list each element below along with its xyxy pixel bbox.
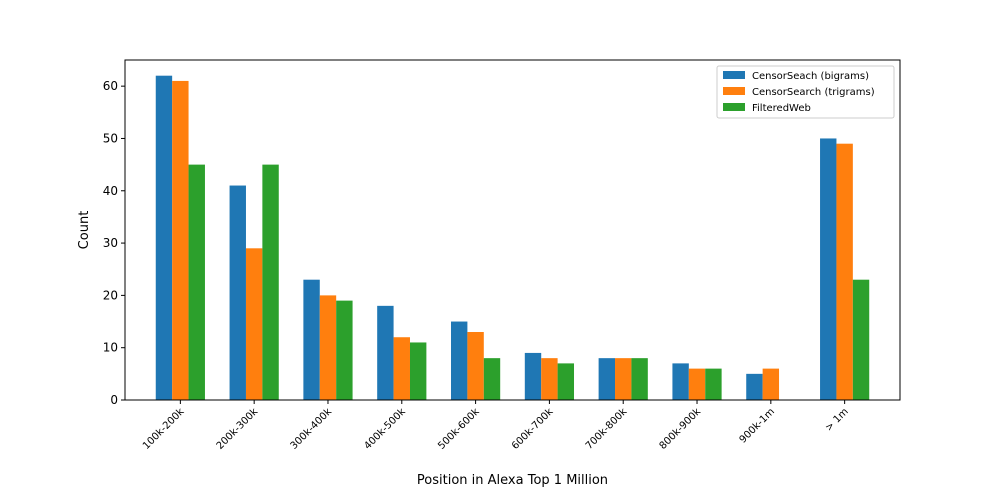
x-axis: 100k-200k 200k-300k 300k-400k 400k-500k 500k… [141,400,851,452]
x-axis-label: Position in Alexa Top 1 Million [417,473,608,488]
bar-2-5 [467,332,484,400]
y-tick-label: 50 [103,131,118,145]
bar-1-5 [450,321,468,400]
y-tick-label: 60 [103,79,118,93]
x-tick-label: 300k-400k [289,406,335,452]
bar-3-5 [483,358,501,400]
bar-2-9 [762,368,780,400]
bar-1-9 [746,373,763,400]
x-tick-label: 800k-900k [658,406,704,452]
y-axis: 0 10 20 30 40 50 60 [103,79,125,407]
legend-label: FilteredWeb [752,103,811,114]
legend-label: CensorSearch (trigrams) [752,87,875,98]
bars-layer [155,75,870,400]
plot-frame [124,59,901,401]
bar-1-6 [524,352,542,400]
x-tick-label: 700k-800k [584,406,630,452]
bar-1-2 [229,185,246,400]
bar-1-1 [155,75,173,400]
bar-1-10 [820,138,837,400]
x-tick-label: 200k-300k [215,406,261,452]
bar-3-6 [557,363,575,400]
bar-1-3 [303,279,320,400]
bar-1-7 [598,358,616,400]
legend-swatch [723,103,745,111]
bar-2-6 [541,358,558,400]
bar-2-10 [836,143,853,400]
bar-2-4 [393,337,410,400]
x-tick-label: > 1m [823,406,850,433]
y-axis-label: Count [77,211,92,250]
legend-label: CensorSeach (bigrams) [752,71,869,82]
bar-3-7 [631,358,648,400]
bar-2-3 [319,295,337,400]
bar-3-10 [852,279,870,400]
legend-swatch [723,87,745,95]
legend-swatch [723,71,745,79]
legend-box [716,65,895,119]
x-tick-label: 100k-200k [141,406,187,452]
bar-1-8 [672,363,689,400]
bar-3-3 [336,300,353,400]
bar-3-2 [262,164,279,400]
y-tick-label: 0 [110,393,118,407]
bar-3-4 [409,342,427,400]
y-tick-label: 40 [103,184,118,198]
y-tick-label: 20 [103,288,118,302]
x-tick-label: 600k-700k [510,406,556,452]
legend: CensorSeach (bigrams) CensorSearch (trigr… [716,65,895,119]
x-tick-label: 400k-500k [362,406,408,452]
bar-3-1 [188,164,205,400]
bar-1-4 [377,305,394,400]
bar-2-7 [615,358,632,400]
bar-2-8 [688,368,706,400]
x-tick-label: 500k-600k [436,406,482,452]
bar-2-2 [245,248,263,400]
bar-3-8 [705,368,722,400]
y-tick-label: 10 [103,341,118,355]
x-tick-label: 900k-1m [738,406,777,445]
y-tick-label: 30 [103,236,118,250]
bar-2-1 [172,80,189,400]
